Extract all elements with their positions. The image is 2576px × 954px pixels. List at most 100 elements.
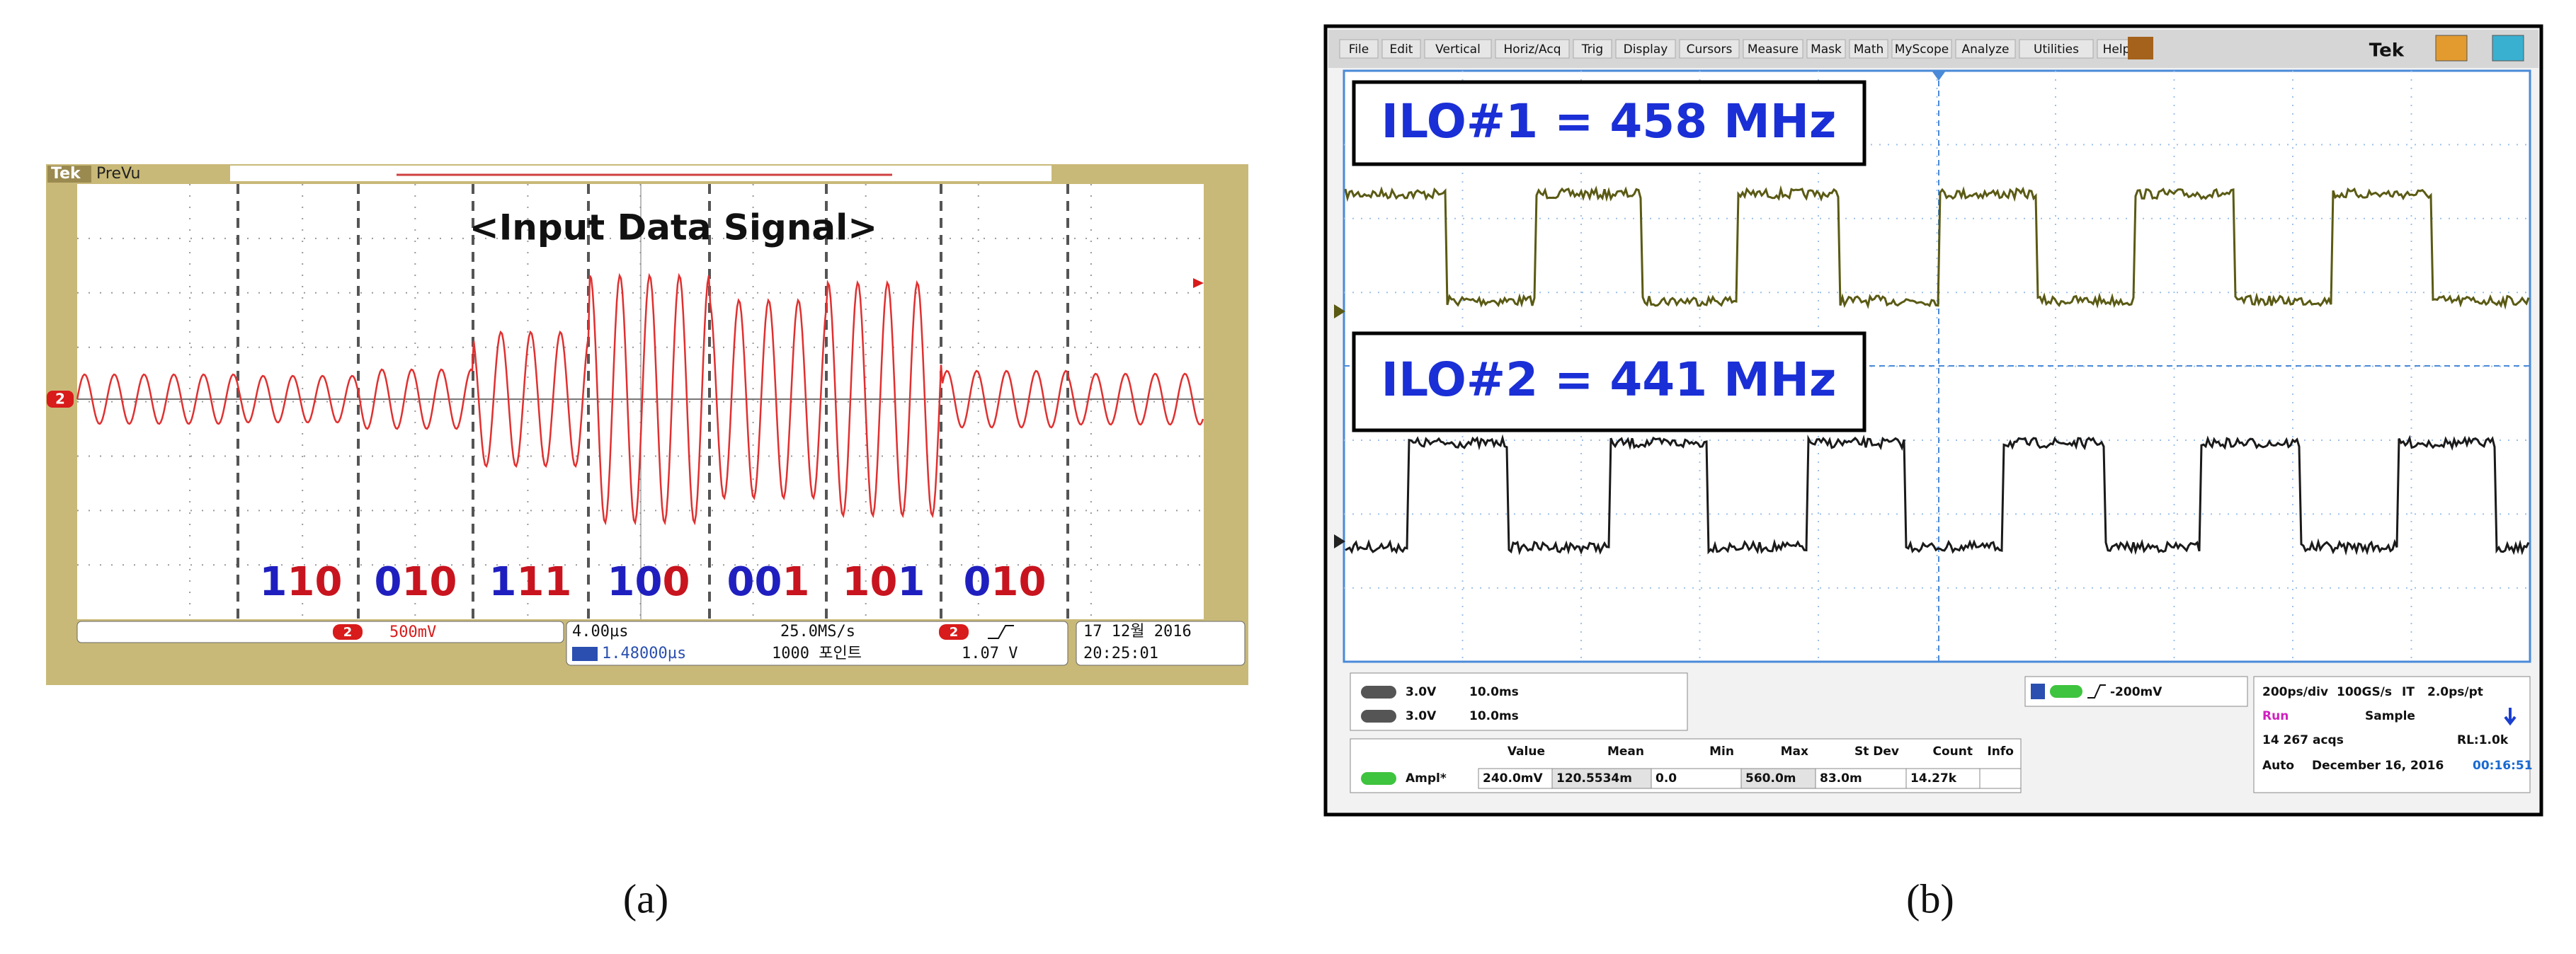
- cell: [1979, 768, 2022, 789]
- bit-group: 010: [964, 559, 1047, 605]
- bit-digits: 1: [897, 559, 925, 605]
- panel-label: (b): [1906, 875, 1954, 921]
- menu-item[interactable]: Trig: [1581, 42, 1603, 57]
- measurement-name: Ampl*: [1406, 771, 1447, 786]
- menu-item[interactable]: Analyze: [1962, 42, 2010, 57]
- menu-item-box: [1573, 39, 1612, 59]
- column-header: Max: [1781, 745, 1808, 759]
- bit-digits: 1: [260, 559, 287, 605]
- minimize-button: [2435, 35, 2468, 62]
- time: 20:25:01: [1083, 645, 1158, 662]
- menu-item[interactable]: Utilities: [2034, 42, 2079, 57]
- bit-digits: 10: [287, 559, 343, 605]
- resolution: 2.0ps/pt: [2427, 685, 2483, 699]
- bit-digits: 10: [843, 559, 898, 605]
- menu-item[interactable]: Math: [1854, 42, 1884, 57]
- bit-digits: 00: [727, 559, 782, 605]
- channel-pill: [1361, 772, 1396, 785]
- cell: [1905, 768, 1981, 789]
- cell-value: 83.0m: [1820, 771, 1862, 786]
- bit-digits: 1: [782, 559, 809, 605]
- menu-item-box: [1495, 39, 1570, 59]
- waveform: [1345, 434, 2530, 556]
- channel-pill: [1361, 686, 1396, 699]
- date: December 16, 2016: [2312, 759, 2444, 773]
- column-header: Min: [1709, 745, 1734, 759]
- date: 17 12월 2016: [1083, 623, 1192, 640]
- trigger-level: -200mV: [2110, 685, 2162, 699]
- acquisition-box: [2253, 676, 2531, 793]
- bit-digits: 0: [375, 559, 402, 605]
- menu-item-box: [2019, 39, 2094, 59]
- bit-digits: 1: [489, 559, 517, 605]
- menu-item-box: [1955, 39, 2016, 59]
- menu-item-box: [1891, 39, 1952, 59]
- bit-group: 111: [489, 559, 572, 605]
- bit-group: 001: [727, 559, 810, 605]
- menu-item-box: [1339, 39, 1379, 59]
- menu-item[interactable]: MyScope: [1895, 42, 1949, 57]
- column-header: Info: [1987, 745, 2014, 759]
- acqs: 14 267 acqs: [2262, 733, 2344, 747]
- menu-item[interactable]: Vertical: [1435, 42, 1481, 57]
- bit-digits: 10: [608, 559, 663, 605]
- trigger-icon: [572, 647, 598, 661]
- down-arrow: [2504, 708, 2517, 726]
- menu-item[interactable]: File: [1349, 42, 1369, 57]
- record-strip: [230, 166, 1052, 181]
- menu-item-box: [1849, 39, 1888, 59]
- menu-item[interactable]: Help: [2103, 42, 2131, 57]
- bit-group: 101: [843, 559, 925, 605]
- trigger-marker: [1932, 71, 1946, 81]
- cell-value: 560.0m: [1745, 771, 1796, 786]
- channel-marker: [47, 391, 74, 408]
- trigger-level: 1.07 V: [962, 645, 1018, 662]
- annotation: ILO#1 = 458 MHz: [1381, 94, 1837, 149]
- menu-item-box: [1424, 39, 1492, 59]
- trigger-source: [2031, 684, 2045, 699]
- record: 1000 포인트: [772, 645, 862, 662]
- column-header: St Dev: [1854, 745, 1899, 759]
- record-length: RL:1.0k: [2457, 733, 2509, 747]
- column-header: Value: [1508, 745, 1545, 759]
- channel-pill: [2050, 685, 2082, 698]
- menu-item[interactable]: Horiz/Acq: [1503, 42, 1561, 57]
- menu-icon: [2128, 37, 2153, 59]
- menu-item-box: [1743, 39, 1803, 59]
- channel-time: 10.0ms: [1469, 709, 1519, 723]
- channel-scale: 3.0V: [1406, 709, 1437, 723]
- brand-box: [47, 166, 91, 183]
- position: 1.48000µs: [602, 645, 686, 662]
- menu-item[interactable]: Edit: [1390, 42, 1413, 57]
- channel-badge: [939, 624, 969, 640]
- channel: 2: [343, 625, 353, 640]
- mode: IT: [2402, 685, 2415, 699]
- slope: [2087, 684, 2106, 699]
- channel-pill: [1361, 710, 1396, 723]
- column-header: Mean: [1607, 745, 1644, 759]
- menu-item[interactable]: Measure: [1748, 42, 1799, 57]
- channel-box: [1350, 672, 1688, 731]
- cell-value: 14.27k: [1910, 771, 1957, 786]
- channel: 2: [950, 625, 959, 640]
- brand: Tek: [2369, 40, 2405, 62]
- annotation: ILO#2 = 441 MHz: [1381, 352, 1837, 407]
- menu-item[interactable]: Display: [1624, 42, 1668, 57]
- annotation-box: [1352, 331, 1867, 432]
- cell-value: 240.0mV: [1483, 771, 1543, 786]
- channel-marker: [1334, 534, 1345, 548]
- panel-a: Tek PreVu <Input Data Signal> 2 2 500mV …: [46, 164, 1248, 685]
- annotation-box: [1352, 80, 1867, 166]
- cell: [1478, 768, 1553, 789]
- cell-value: 120.5534m: [1556, 771, 1632, 786]
- trigger-mode: Auto: [2262, 759, 2294, 773]
- brand: Tek: [51, 165, 81, 183]
- menu-item-box: [1381, 39, 1421, 59]
- bit-group: 100: [608, 559, 690, 605]
- menu-item[interactable]: Mask: [1811, 42, 1842, 57]
- scale: 500mV: [389, 623, 436, 641]
- menu-item[interactable]: Cursors: [1687, 42, 1733, 57]
- panel-b: File Edit Vertical Horiz/Acq Trig Display Curs…: [1323, 24, 2543, 817]
- sample-rate: 25.0MS/s: [780, 623, 855, 640]
- rate: 100GS/s: [2337, 685, 2392, 699]
